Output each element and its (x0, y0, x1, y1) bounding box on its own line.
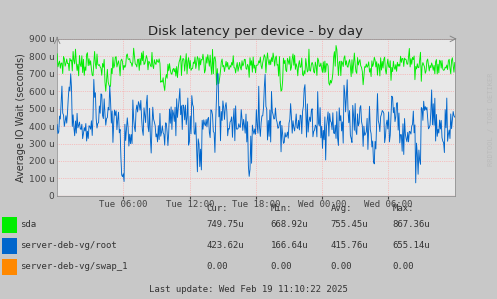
Text: 749.75u: 749.75u (206, 220, 244, 229)
Text: RRDTOOL / TOBI OETIKER: RRDTOOL / TOBI OETIKER (488, 73, 494, 166)
Title: Disk latency per device - by day: Disk latency per device - by day (149, 25, 363, 38)
Text: 867.36u: 867.36u (393, 220, 430, 229)
Text: 0.00: 0.00 (206, 262, 228, 271)
Text: server-deb-vg/swap_1: server-deb-vg/swap_1 (20, 262, 127, 271)
Y-axis label: Average IO Wait (seconds): Average IO Wait (seconds) (16, 53, 26, 182)
Text: Last update: Wed Feb 19 11:10:22 2025: Last update: Wed Feb 19 11:10:22 2025 (149, 285, 348, 294)
Text: Cur:: Cur: (206, 204, 228, 213)
Text: server-deb-vg/root: server-deb-vg/root (20, 241, 117, 250)
Text: 0.00: 0.00 (271, 262, 292, 271)
Text: 655.14u: 655.14u (393, 241, 430, 250)
Text: Avg:: Avg: (331, 204, 352, 213)
Text: Max:: Max: (393, 204, 414, 213)
Text: 166.64u: 166.64u (271, 241, 309, 250)
Text: sda: sda (20, 220, 36, 229)
Text: Min:: Min: (271, 204, 292, 213)
Text: 0.00: 0.00 (393, 262, 414, 271)
Text: 423.62u: 423.62u (206, 241, 244, 250)
Text: 668.92u: 668.92u (271, 220, 309, 229)
Text: 415.76u: 415.76u (331, 241, 368, 250)
Text: 755.45u: 755.45u (331, 220, 368, 229)
Text: 0.00: 0.00 (331, 262, 352, 271)
